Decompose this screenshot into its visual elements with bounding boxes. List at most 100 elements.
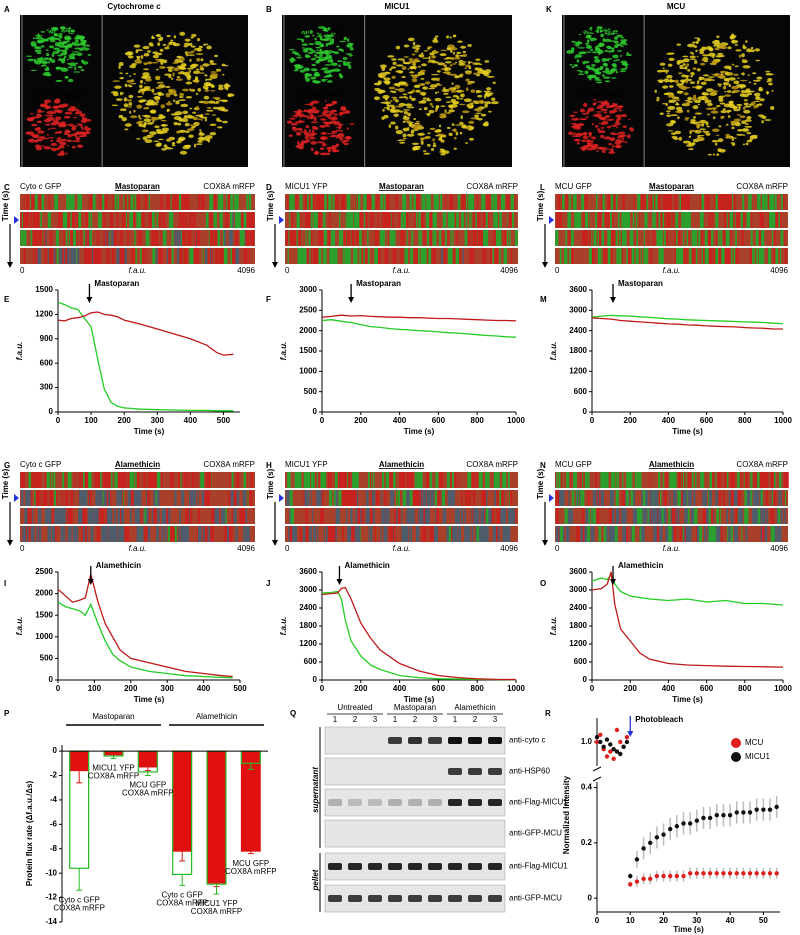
stripe: [404, 212, 406, 228]
stripe: [578, 212, 581, 228]
organelle: [196, 143, 203, 145]
stripe: [206, 212, 209, 228]
stripe: [53, 472, 55, 488]
point: [595, 735, 599, 739]
stripe: [107, 472, 111, 488]
stripe: [369, 194, 371, 210]
band: [408, 895, 422, 902]
stripe: [410, 194, 412, 210]
organelle: [150, 135, 154, 137]
stripe: [178, 526, 180, 542]
band: [448, 799, 462, 806]
organelle: [65, 153, 68, 155]
organelle: [582, 113, 589, 115]
stripe: [429, 230, 433, 246]
organelle: [616, 120, 619, 123]
stripe: [731, 508, 734, 524]
organelle: [374, 96, 380, 100]
stripe: [331, 526, 335, 542]
stripe: [181, 490, 182, 506]
y-tick-label: 1000: [35, 632, 53, 641]
point: [648, 841, 652, 845]
organelle: [71, 140, 76, 141]
organelle: [685, 79, 688, 83]
x-tick-label: 20: [659, 916, 668, 925]
organelle: [320, 118, 326, 121]
stripe: [411, 508, 414, 524]
organelle: [206, 110, 214, 112]
organelle: [308, 43, 314, 45]
organelle: [623, 125, 627, 128]
y-tick-label: 1.0: [581, 737, 593, 746]
organelle: [622, 137, 624, 140]
stripe: [357, 490, 358, 506]
organelle: [696, 56, 698, 57]
stripe: [720, 230, 722, 246]
organelle: [200, 119, 202, 120]
stripe: [435, 526, 438, 542]
organelle: [464, 98, 472, 102]
organelle: [312, 107, 316, 109]
organelle: [329, 74, 331, 76]
organelle: [427, 132, 430, 134]
stripe: [416, 472, 420, 488]
organelle: [71, 127, 76, 131]
category-sublabel: COX8A mRFP: [225, 867, 277, 876]
organelle: [136, 121, 143, 124]
stripe: [128, 490, 131, 506]
stripe: [378, 248, 381, 264]
stripe: [241, 230, 245, 246]
organelle: [443, 65, 447, 67]
organelle: [83, 44, 91, 46]
organelle: [671, 99, 676, 103]
organelle: [164, 47, 170, 50]
organelle: [53, 147, 56, 151]
point: [601, 745, 605, 749]
stripe: [498, 490, 499, 506]
y-tick-label: 3000: [569, 585, 587, 594]
stripe: [682, 472, 683, 488]
organelle: [320, 39, 326, 41]
organelle: [311, 58, 316, 60]
organelle: [37, 131, 44, 134]
stripe: [97, 526, 100, 542]
organelle: [140, 118, 142, 120]
stripe: [684, 472, 685, 488]
y-tick-label: 2000: [299, 326, 317, 335]
stripe: [211, 248, 212, 264]
x-tick-label: 0: [56, 684, 61, 693]
stripe: [201, 194, 205, 210]
stripe: [512, 212, 514, 228]
organelle: [736, 134, 744, 136]
stripe: [718, 472, 719, 488]
organelle: [421, 63, 427, 66]
stripe: [771, 472, 774, 488]
y-tick-label: -2: [50, 771, 58, 780]
organelle: [607, 126, 611, 128]
stripe: [687, 212, 691, 228]
organelle: [764, 119, 771, 121]
stripe: [680, 248, 684, 264]
organelle: [195, 78, 199, 81]
stripe: [132, 194, 133, 210]
stripe: [242, 508, 245, 524]
organelle: [700, 63, 705, 66]
stripe: [328, 472, 332, 488]
organelle: [600, 105, 603, 109]
organelle: [140, 80, 143, 84]
stripe: [702, 490, 704, 506]
organelle: [610, 132, 615, 134]
stripe: [180, 472, 181, 488]
organelle: [45, 124, 50, 126]
organelle: [403, 63, 410, 64]
stripe: [197, 230, 200, 246]
stripe: [658, 472, 660, 488]
organelle: [300, 69, 305, 72]
organelle: [755, 60, 760, 61]
barcode-xmin: 0: [285, 544, 290, 553]
organelle: [414, 85, 421, 88]
organelle: [431, 74, 439, 75]
stripe: [486, 212, 488, 228]
organelle: [477, 100, 484, 104]
organelle: [151, 117, 155, 121]
